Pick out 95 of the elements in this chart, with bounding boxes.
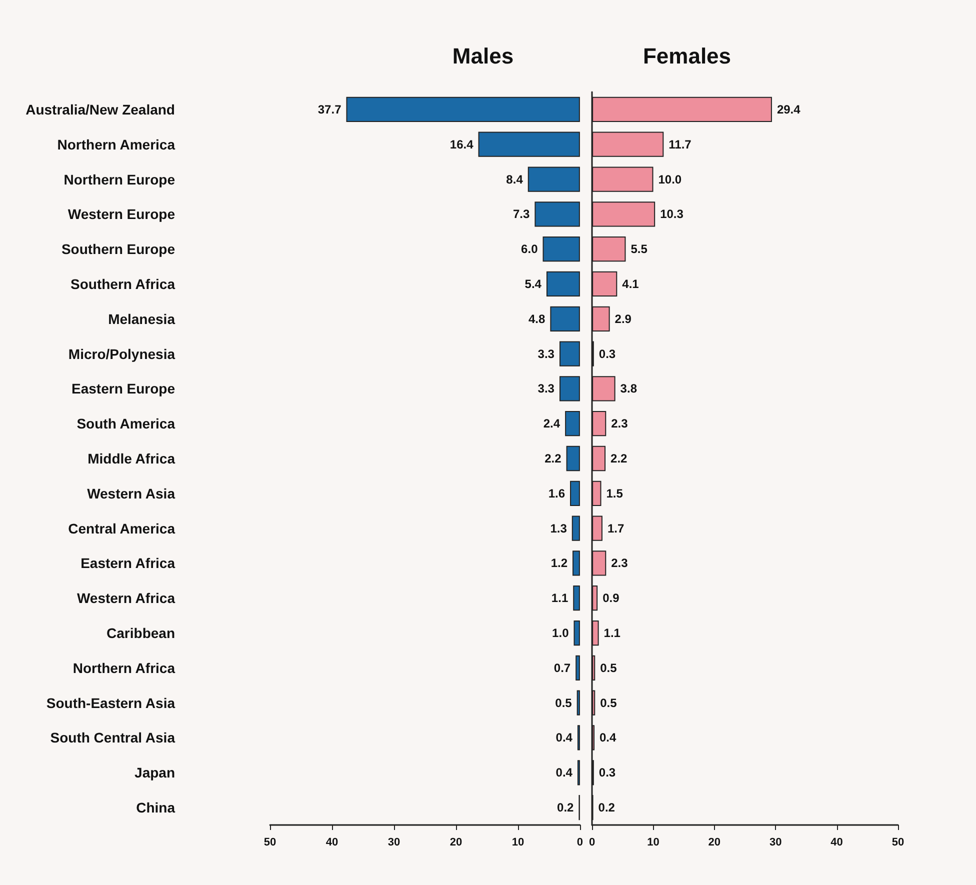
- y-tick-label: Japan: [134, 764, 175, 781]
- data-label: 0.5: [555, 696, 572, 710]
- data-label: 4.1: [622, 276, 640, 291]
- data-label: 0.5: [600, 660, 618, 675]
- data-label: 1.2: [550, 556, 568, 570]
- bar: [572, 550, 580, 576]
- data-label: 4.8: [528, 312, 546, 326]
- y-tick-label: Northern Europe: [64, 171, 176, 188]
- data-label: 0.2: [557, 800, 574, 815]
- data-label: 0.4: [556, 730, 573, 745]
- bar: [559, 341, 580, 366]
- data-label: 0.3: [598, 346, 616, 361]
- data-label: 8.4: [506, 172, 524, 186]
- y-tick-label: Central America: [68, 520, 176, 536]
- data-label: 37.7: [318, 102, 342, 116]
- bar: [576, 690, 580, 716]
- bar: [528, 166, 580, 192]
- data-label: 5.4: [524, 276, 542, 291]
- data-label: 11.7: [668, 137, 692, 152]
- data-label: 0.4: [600, 730, 617, 745]
- y-tick-label: Australia/New Zealand: [26, 101, 175, 118]
- y-tick-label: Southern Europe: [61, 241, 176, 258]
- data-label: 0.2: [598, 800, 616, 815]
- bar: [565, 411, 580, 436]
- x-tick-label: 10: [647, 836, 660, 848]
- bar: [574, 620, 580, 646]
- bar: [534, 202, 580, 227]
- data-label: 2.9: [614, 312, 632, 326]
- data-label: 29.4: [776, 102, 801, 116]
- data-label: 2.3: [611, 416, 628, 431]
- y-tick-label: Middle Africa: [88, 450, 176, 466]
- bar: [550, 306, 580, 332]
- x-tick-label: 30: [388, 836, 400, 848]
- bar: [576, 655, 580, 680]
- x-tick-label: 0: [588, 836, 596, 848]
- data-label: 1.3: [550, 521, 568, 536]
- x-tick-label: 50: [264, 836, 276, 848]
- x-tick-label: 0: [576, 836, 584, 848]
- data-label: 7.3: [513, 207, 530, 222]
- data-label: 10.0: [658, 172, 682, 186]
- data-label: 0.5: [600, 696, 618, 710]
- data-label: 1.1: [551, 591, 568, 606]
- bar: [572, 516, 580, 541]
- x-tick-label: 20: [450, 836, 462, 848]
- y-tick-label: Eastern Africa: [80, 555, 176, 572]
- y-tick-label: China: [136, 800, 176, 816]
- y-tick-label: Micro/Polynesia: [68, 346, 176, 362]
- y-tick-label: Northern America: [57, 136, 176, 152]
- bar: [566, 446, 580, 472]
- y-tick-label: Melanesia: [108, 310, 176, 327]
- data-label: 3.3: [538, 346, 555, 361]
- x-tick-label: 30: [770, 836, 782, 848]
- y-tick-label: South-Eastern Asia: [46, 694, 176, 711]
- data-label: 0.7: [554, 660, 571, 675]
- chart-title: Males: [452, 44, 514, 68]
- data-label: 10.3: [660, 207, 684, 222]
- chart-title: Females: [642, 44, 732, 68]
- data-label: 3.8: [620, 382, 638, 396]
- data-label: 5.5: [630, 242, 648, 256]
- data-label: 2.2: [610, 452, 628, 466]
- x-tick-label: 20: [708, 836, 721, 848]
- data-label: 16.4: [450, 137, 474, 152]
- data-label: 2.4: [543, 416, 560, 431]
- bar: [346, 96, 580, 122]
- data-label: 0.4: [556, 766, 573, 780]
- bar: [559, 376, 580, 402]
- y-tick-label: South Central Asia: [50, 730, 176, 746]
- data-label: 1.7: [607, 521, 624, 536]
- x-tick-label: 40: [830, 836, 843, 848]
- data-label: 2.3: [611, 556, 628, 570]
- x-tick-label: 10: [512, 836, 524, 848]
- y-tick-label: Western Africa: [76, 590, 176, 606]
- data-label: 0.9: [602, 591, 620, 606]
- bar: [478, 132, 580, 157]
- y-tick-label: South America: [76, 416, 176, 432]
- data-label: 1.5: [606, 486, 624, 500]
- bar: [546, 271, 580, 297]
- data-label: 1.1: [604, 626, 621, 640]
- data-label: 0.3: [598, 766, 616, 780]
- data-label: 3.3: [538, 382, 555, 396]
- y-tick-label: Western Europe: [68, 206, 176, 222]
- y-tick-label: Eastern Europe: [72, 380, 176, 397]
- data-label: 1.0: [552, 626, 570, 640]
- bar: [573, 586, 580, 611]
- data-label: 2.2: [544, 452, 562, 466]
- y-tick-label: Northern Africa: [72, 660, 176, 676]
- data-label: 6.0: [521, 242, 538, 256]
- y-tick-label: Western Asia: [87, 485, 176, 502]
- x-tick-label: 50: [892, 836, 904, 848]
- x-tick-label: 40: [326, 836, 338, 848]
- bar: [542, 236, 580, 262]
- y-tick-label: Southern Africa: [70, 276, 176, 292]
- data-label: 1.6: [548, 486, 566, 500]
- y-tick-label: Caribbean: [106, 625, 175, 642]
- bar: [570, 480, 580, 506]
